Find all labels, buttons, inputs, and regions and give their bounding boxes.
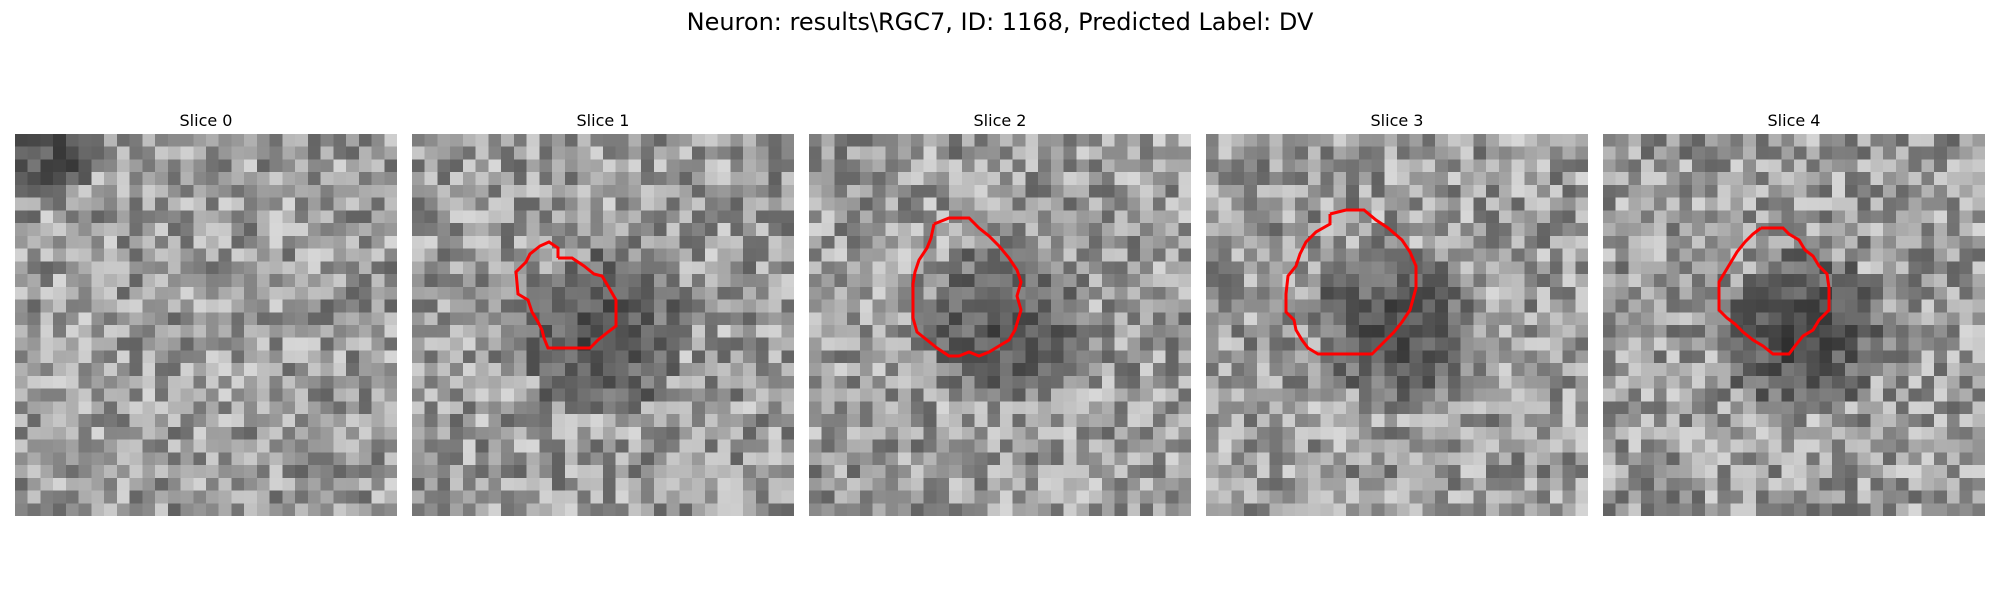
slice-panel-0: Slice 0 bbox=[15, 108, 397, 516]
roi-contour bbox=[1717, 226, 1831, 356]
slice-panel-4: Slice 4 bbox=[1603, 108, 1985, 516]
contour-line bbox=[514, 240, 618, 350]
contour-line bbox=[1717, 226, 1831, 356]
slice-pixels bbox=[809, 134, 1191, 516]
slice-title: Slice 4 bbox=[1767, 111, 1821, 130]
slice-image bbox=[412, 134, 794, 516]
slice-panel-1: Slice 1 bbox=[412, 108, 794, 516]
slice-panel-2: Slice 2 bbox=[809, 108, 1191, 516]
slice-pixels bbox=[1603, 134, 1985, 516]
figure-title: Neuron: results\RGC7, ID: 1168, Predicte… bbox=[686, 8, 1314, 36]
slice-image bbox=[1603, 134, 1985, 516]
slice-image bbox=[15, 134, 397, 516]
slice-pixels bbox=[15, 134, 397, 516]
contour-line bbox=[911, 216, 1023, 358]
slice-title: Slice 1 bbox=[576, 111, 630, 130]
slice-title: Slice 2 bbox=[973, 111, 1027, 130]
contour-line bbox=[1284, 208, 1418, 356]
slice-image bbox=[809, 134, 1191, 516]
slice-pixels bbox=[1206, 134, 1588, 516]
roi-contour bbox=[514, 240, 618, 350]
slice-title: Slice 0 bbox=[179, 111, 233, 130]
roi-contour bbox=[911, 216, 1023, 358]
roi-contour bbox=[1284, 208, 1418, 356]
slice-image bbox=[1206, 134, 1588, 516]
slice-pixels bbox=[412, 134, 794, 516]
slice-panel-3: Slice 3 bbox=[1206, 108, 1588, 516]
slice-title: Slice 3 bbox=[1370, 111, 1424, 130]
